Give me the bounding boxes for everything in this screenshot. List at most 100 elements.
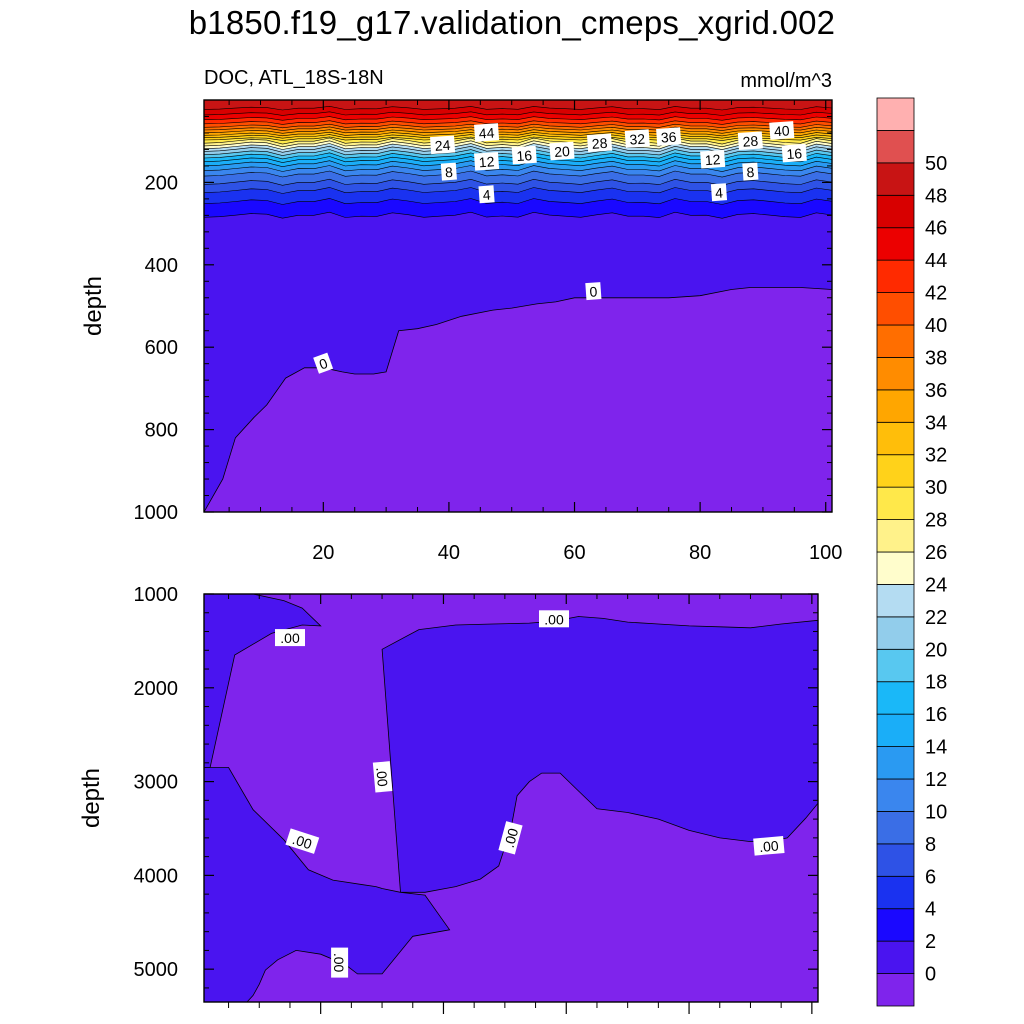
contour-label: .00	[372, 761, 393, 793]
contour-label-box	[440, 162, 457, 181]
colorbar-label: 4	[925, 899, 936, 921]
contour-label-text: 4	[482, 187, 491, 204]
colorbar-label: 2	[925, 931, 936, 953]
colorbar-swatch	[876, 843, 915, 877]
contour-label-text: .00	[759, 837, 780, 855]
colorbar-swatch	[876, 486, 915, 520]
contour-label-text: 12	[704, 151, 721, 168]
contour-label: 40	[769, 121, 795, 140]
colorbar-swatch	[876, 97, 915, 131]
colorbar-label: 28	[925, 510, 947, 532]
contour-label-box	[587, 133, 613, 153]
contour-label: .00	[753, 836, 785, 856]
contour-label: 32	[624, 129, 650, 148]
contour-label-text: .00	[501, 826, 522, 849]
colorbar-swatch	[876, 194, 915, 229]
y-tick-label: 600	[145, 337, 178, 359]
contour-label-box	[769, 121, 795, 140]
colorbar-swatch	[876, 681, 915, 715]
contour-label: .00	[285, 828, 320, 854]
contour-label: 4	[478, 185, 495, 204]
upper-contour-fills	[204, 100, 832, 512]
contour-label-text: 0	[589, 283, 598, 300]
y-tick-label: 400	[145, 255, 178, 277]
contour-label-text: 4	[715, 184, 724, 201]
contour-label: .00	[539, 610, 569, 628]
contour-label: .00	[498, 821, 523, 855]
colorbar-label: 46	[925, 218, 947, 240]
lower-contour-panel: 1000 2000 3000 4000 5000 depth .00 .00 .00 .00 .00…	[78, 584, 819, 1014]
contour-label: 16	[511, 145, 537, 165]
contour-label-text: 8	[746, 164, 755, 181]
contour-label-box	[549, 141, 575, 161]
colorbar: 0246810121416182022242628303234363840424…	[876, 97, 947, 1007]
contour-label-text: 32	[629, 131, 646, 148]
band-fill	[204, 767, 451, 1002]
contour-label-box	[624, 129, 650, 148]
contour-label: 24	[430, 135, 456, 155]
colorbar-label: 40	[925, 315, 947, 337]
colorbar-label: 42	[925, 283, 947, 305]
y-tick-label: 1000	[134, 502, 179, 524]
contour-label: .00	[275, 629, 305, 647]
contour-label-box	[285, 828, 320, 854]
upper-frame	[203, 99, 833, 513]
colorbar-swatch	[876, 875, 915, 910]
contour-label-text: 44	[478, 124, 495, 141]
colorbar-label: 34	[925, 412, 947, 434]
colorbar-label: 32	[925, 445, 947, 467]
colorbar-label: 24	[925, 574, 947, 596]
lower-contour-fills	[204, 594, 818, 1002]
colorbar-swatch	[876, 292, 915, 326]
y-tick-label: 1000	[134, 584, 179, 606]
contour-label-box	[710, 183, 728, 202]
colorbar-label: 6	[925, 866, 936, 888]
colorbar-label: 8	[925, 834, 936, 856]
colorbar-swatch	[876, 519, 915, 553]
colorbar-swatch	[876, 940, 915, 974]
colorbar-swatch	[876, 616, 915, 650]
contour-label: 0	[313, 352, 334, 374]
contour-label-box	[372, 761, 393, 793]
contour-label-box	[781, 143, 807, 163]
contour-label-box	[313, 352, 334, 374]
y-tick-label: 2000	[134, 678, 179, 700]
contour-label-text: 8	[444, 164, 453, 181]
y-tick-label: 4000	[134, 865, 179, 887]
x-tick-label: 20	[312, 542, 334, 564]
contour-label: 0	[585, 282, 602, 301]
band-fill	[204, 100, 832, 111]
contour-label-box	[430, 135, 456, 155]
contour-label: 12	[474, 151, 500, 171]
colorbar-label: 14	[925, 737, 947, 759]
contour-label-box	[585, 282, 602, 301]
zero-region	[204, 287, 832, 512]
contour-label-box	[331, 947, 349, 978]
contour-label: 16	[781, 143, 807, 163]
x-tick-label: 40	[438, 542, 460, 564]
subtitle-left: DOC, ATL_18S-18N	[204, 67, 384, 89]
contour-label-box	[737, 131, 763, 151]
contour-label-text: .00	[280, 630, 300, 646]
contour-label: 8	[440, 162, 457, 181]
colorbar-swatch	[876, 746, 915, 780]
contour-label-box	[474, 151, 500, 171]
contour-label-box	[753, 836, 785, 856]
contour-label: .00	[331, 947, 349, 978]
contour-label-text: 40	[773, 122, 790, 139]
colorbar-label: 50	[925, 153, 947, 175]
x-tick-label: 60	[563, 542, 585, 564]
colorbar-label: 16	[925, 704, 947, 726]
contour-label-box	[539, 610, 569, 628]
contour-label: 4	[710, 183, 728, 202]
colorbar-swatch	[876, 227, 915, 261]
contour-label-box	[656, 127, 682, 146]
contour-label-text: .00	[290, 831, 314, 852]
contour-label-text: 16	[516, 147, 533, 164]
colorbar-label: 36	[925, 380, 947, 402]
contour-label-box	[275, 629, 305, 647]
colorbar-swatch	[876, 259, 915, 293]
colorbar-swatch	[876, 421, 915, 456]
colorbar-swatch	[876, 324, 915, 358]
contour-label-text: 12	[478, 153, 495, 170]
